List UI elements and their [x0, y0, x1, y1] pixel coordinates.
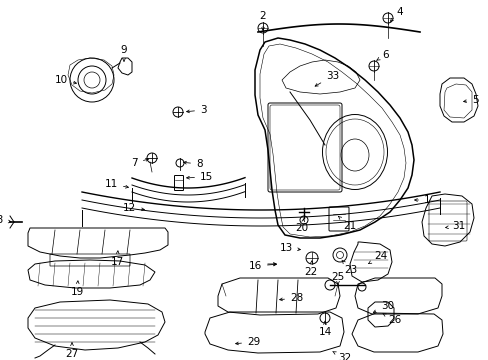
Text: 22: 22	[304, 261, 317, 277]
Text: 28: 28	[279, 293, 303, 303]
Text: 14: 14	[318, 321, 331, 337]
Text: 27: 27	[65, 343, 79, 359]
Text: 21: 21	[338, 216, 356, 231]
Text: 1: 1	[414, 195, 430, 205]
Text: 5: 5	[463, 95, 478, 105]
Text: 18: 18	[0, 215, 11, 225]
Text: 20: 20	[295, 219, 308, 233]
Text: 10: 10	[55, 75, 76, 85]
Text: 16: 16	[248, 261, 276, 271]
Text: 31: 31	[445, 221, 464, 231]
Text: 4: 4	[390, 7, 402, 21]
Text: 8: 8	[183, 159, 202, 169]
Text: 25: 25	[331, 272, 344, 285]
Text: 29: 29	[235, 337, 260, 347]
Text: 15: 15	[186, 172, 213, 182]
Text: 9: 9	[121, 45, 127, 61]
Text: 24: 24	[368, 251, 386, 264]
Text: 12: 12	[122, 203, 144, 213]
Text: 19: 19	[70, 281, 83, 297]
Text: 26: 26	[382, 314, 401, 325]
Text: 13: 13	[279, 243, 300, 253]
Text: 33: 33	[314, 71, 339, 86]
Text: 3: 3	[186, 105, 206, 115]
Text: 30: 30	[372, 301, 393, 312]
Text: 23: 23	[341, 260, 357, 275]
Text: 7: 7	[131, 158, 148, 168]
Text: 17: 17	[110, 251, 123, 267]
Text: 11: 11	[104, 179, 128, 189]
Text: 6: 6	[376, 50, 388, 60]
Text: 2: 2	[259, 11, 266, 30]
Text: 32: 32	[332, 351, 350, 360]
